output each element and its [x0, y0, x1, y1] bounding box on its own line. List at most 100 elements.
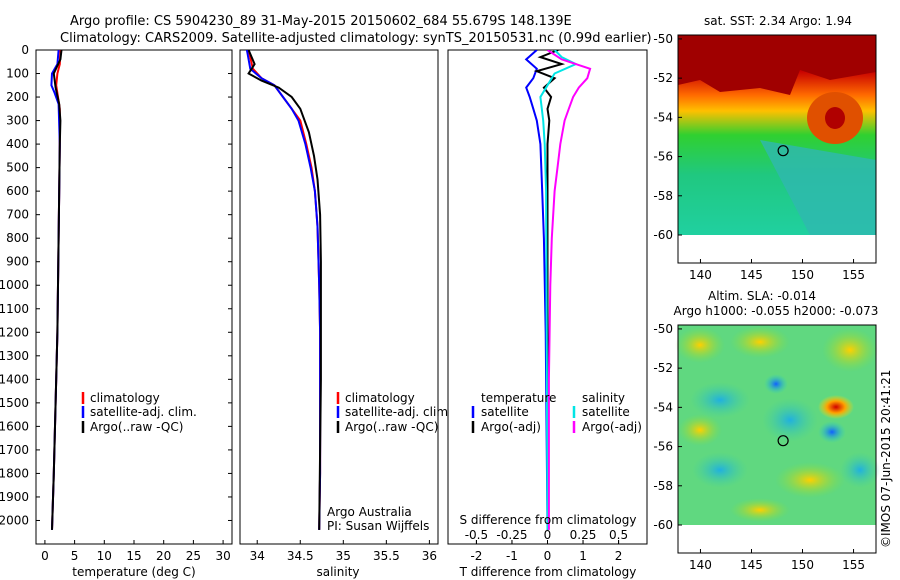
x-tick-label: 0.5 [609, 528, 628, 542]
sst-warm-region [678, 35, 876, 95]
legend-label-s-satellite: satellite [582, 405, 630, 419]
sla-map-title1: Altim. SLA: -0.014 [708, 289, 816, 303]
lon-tick-label: 155 [842, 268, 865, 282]
x-tick-label: 35 [336, 549, 351, 563]
difference-x-axis: -2 -1 0 1 2 -0.5 -0.25 0 0.25 0.5 [465, 528, 628, 563]
depth-tick-label: 2000 [0, 513, 29, 527]
lat-tick-label: -50 [653, 322, 673, 336]
temperature-x-axis: 0 5 10 15 20 25 30 [41, 540, 231, 563]
legend-title-salinity: salinity [582, 391, 625, 405]
salinity-legend: climatology satellite-adj. clim. Argo(..… [336, 391, 452, 434]
temperature-axis-label: temperature (deg C) [72, 565, 195, 579]
depth-tick-label: 1600 [0, 419, 29, 433]
depth-tick-label: 1400 [0, 372, 29, 386]
x-tick-label: 0 [41, 549, 49, 563]
x-tick-label: 15 [126, 549, 141, 563]
series-line-t-argo-adj- [533, 50, 566, 530]
sst-cold-tongue [760, 140, 876, 235]
depth-tick-label: 1700 [0, 443, 29, 457]
legend-label-t-argo: Argo(-adj) [481, 420, 541, 434]
x-tick-label: -2 [470, 549, 482, 563]
depth-tick-label: 500 [6, 161, 29, 175]
depth-tick-label: 700 [6, 208, 29, 222]
lon-tick-label: 140 [689, 268, 712, 282]
salinity-axis-label: salinity [316, 565, 359, 579]
depth-tick-label: 1800 [0, 466, 29, 480]
sst-nodata [678, 235, 876, 263]
depth-tick-label: 900 [6, 255, 29, 269]
legend-label-argo: Argo(..raw -QC) [90, 420, 183, 434]
difference-legend: temperature salinity satellite Argo(-adj… [471, 391, 642, 434]
x-tick-label: -1 [506, 549, 518, 563]
legend-title-temperature: temperature [481, 391, 556, 405]
sst-axes: 140 145 150 155 -50 -52 -54 -56 -58 -60 [653, 32, 865, 282]
x-tick-label: 36 [422, 549, 437, 563]
lat-tick-label: -54 [653, 400, 673, 414]
lat-tick-label: -52 [653, 361, 673, 375]
lat-tick-label: -52 [653, 71, 673, 85]
sst-eddy-core [825, 107, 845, 129]
depth-tick-label: 100 [6, 67, 29, 81]
series-line-argo-raw-qc- [247, 50, 322, 530]
x-tick-label: 0 [544, 549, 552, 563]
lat-tick-label: -60 [653, 228, 673, 242]
t-difference-axis-label: T difference from climatology [459, 565, 637, 579]
depth-tick-label: 400 [6, 137, 29, 151]
legend-label-s-argo: Argo(-adj) [582, 420, 642, 434]
sla-axes: 140 145 150 155 -50 -52 -54 -56 -58 -60 [653, 322, 865, 572]
figure-title-line1: Argo profile: CS 5904230_89 31-May-2015 … [70, 14, 572, 29]
lon-tick-label: 150 [791, 268, 814, 282]
depth-tick-label: 200 [6, 90, 29, 104]
imos-footer: ©IMOS 07-Jun-2015 20:41:21 [879, 370, 893, 548]
sst-map: sat. SST: 2.34 Argo: 1.94 140 145 150 155 -5… [653, 14, 877, 282]
lon-tick-label: 140 [689, 558, 712, 572]
x-tick-label: -0.25 [496, 528, 527, 542]
legend-label-climatology: climatology [345, 391, 415, 405]
x-tick-label: 2 [615, 549, 623, 563]
temperature-legend: climatology satellite-adj. clim. Argo(..… [81, 391, 197, 434]
sla-map-frame [677, 324, 877, 554]
salinity-lines [245, 50, 322, 530]
legend-label-satellite: satellite-adj. clim. [90, 405, 197, 419]
depth-tick-label: 600 [6, 184, 29, 198]
s-difference-axis-label: S difference from climatology [460, 513, 637, 527]
temperature-plot-frame [35, 49, 233, 545]
figure-title-line2: Climatology: CARS2009. Satellite-adjuste… [60, 31, 652, 46]
legend-label-climatology: climatology [90, 391, 160, 405]
x-tick-label: 5 [71, 549, 79, 563]
depth-tick-label: 300 [6, 114, 29, 128]
lon-tick-label: 145 [740, 268, 763, 282]
x-tick-label: 34.5 [287, 549, 314, 563]
sla-map-title2: Argo h1000: -0.055 h2000: -0.073 [674, 304, 879, 318]
series-line-s-argo-adj- [546, 50, 592, 530]
x-tick-label: 0 [544, 528, 552, 542]
x-tick-label: 0.25 [570, 528, 597, 542]
depth-tick-label: 1000 [0, 278, 29, 292]
x-tick-label: -0.5 [465, 528, 488, 542]
x-tick-label: 35.5 [373, 549, 400, 563]
annotation-argo-australia: Argo Australia [327, 505, 412, 519]
argo-location-marker [777, 435, 789, 447]
lat-tick-label: -54 [653, 110, 673, 124]
sst-map-frame [677, 34, 877, 264]
legend-label-argo: Argo(..raw -QC) [345, 420, 438, 434]
lat-tick-label: -56 [653, 440, 673, 454]
x-tick-label: 1 [579, 549, 587, 563]
depth-tick-label: 1200 [0, 325, 29, 339]
lat-tick-label: -58 [653, 189, 673, 203]
temperature-lines [50, 50, 63, 530]
sla-nodata [678, 525, 876, 553]
x-tick-label: 30 [215, 549, 230, 563]
depth-tick-label: 1100 [0, 302, 29, 316]
salinity-panel: 34 34.5 35 35.5 36 salinity climatology sate… [239, 49, 452, 579]
legend-label-t-satellite: satellite [481, 405, 529, 419]
legend-label-satellite: satellite-adj. clim. [345, 405, 452, 419]
series-line-argo-raw-qc- [51, 50, 63, 530]
x-tick-label: 10 [97, 549, 112, 563]
depth-tick-label: 1300 [0, 349, 29, 363]
difference-lines [524, 50, 592, 530]
x-tick-label: 25 [186, 549, 201, 563]
salinity-x-axis: 34 34.5 35 35.5 36 [250, 540, 437, 563]
depth-tick-label: 1500 [0, 396, 29, 410]
